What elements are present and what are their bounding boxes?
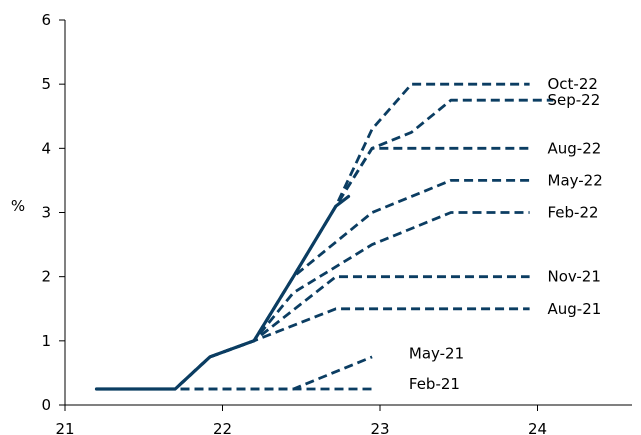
y-tick-label: 0 (41, 396, 51, 414)
series-line-may-21 (96, 355, 373, 391)
series-label-feb-22: Feb-22 (548, 204, 599, 222)
series-line-actual (94, 194, 351, 391)
y-tick-label: 6 (41, 11, 51, 29)
series-line-nov-21 (96, 275, 530, 391)
x-tick-label: 22 (213, 420, 232, 435)
series-line-oct-22 (96, 82, 530, 391)
series-label-aug-21: Aug-21 (548, 300, 602, 318)
series-line-aug-22 (96, 146, 530, 391)
series-label-sep-22: Sep-22 (548, 91, 601, 109)
series-line-sep-22 (96, 98, 554, 391)
y-tick-label: 2 (41, 268, 51, 286)
series-label-may-21: May-21 (409, 345, 464, 363)
y-tick-label: 1 (41, 332, 51, 350)
series-label-oct-22: Oct-22 (548, 75, 598, 93)
x-tick-label: 23 (370, 420, 389, 435)
x-tick-label: 24 (528, 420, 547, 435)
y-tick-label: 4 (41, 139, 51, 157)
series-label-feb-21: Feb-21 (409, 375, 460, 393)
y-axis-title: % (11, 197, 25, 215)
series-layer (94, 82, 554, 391)
series-label-nov-21: Nov-21 (548, 268, 601, 286)
series-line-aug-21 (96, 307, 530, 391)
x-tick-label: 21 (55, 420, 74, 435)
y-tick-label: 5 (41, 75, 51, 93)
series-label-aug-22: Aug-22 (548, 139, 602, 157)
y-tick-label: 3 (41, 204, 51, 222)
series-label-may-22: May-22 (548, 171, 603, 189)
series-line-feb-22 (96, 211, 530, 391)
